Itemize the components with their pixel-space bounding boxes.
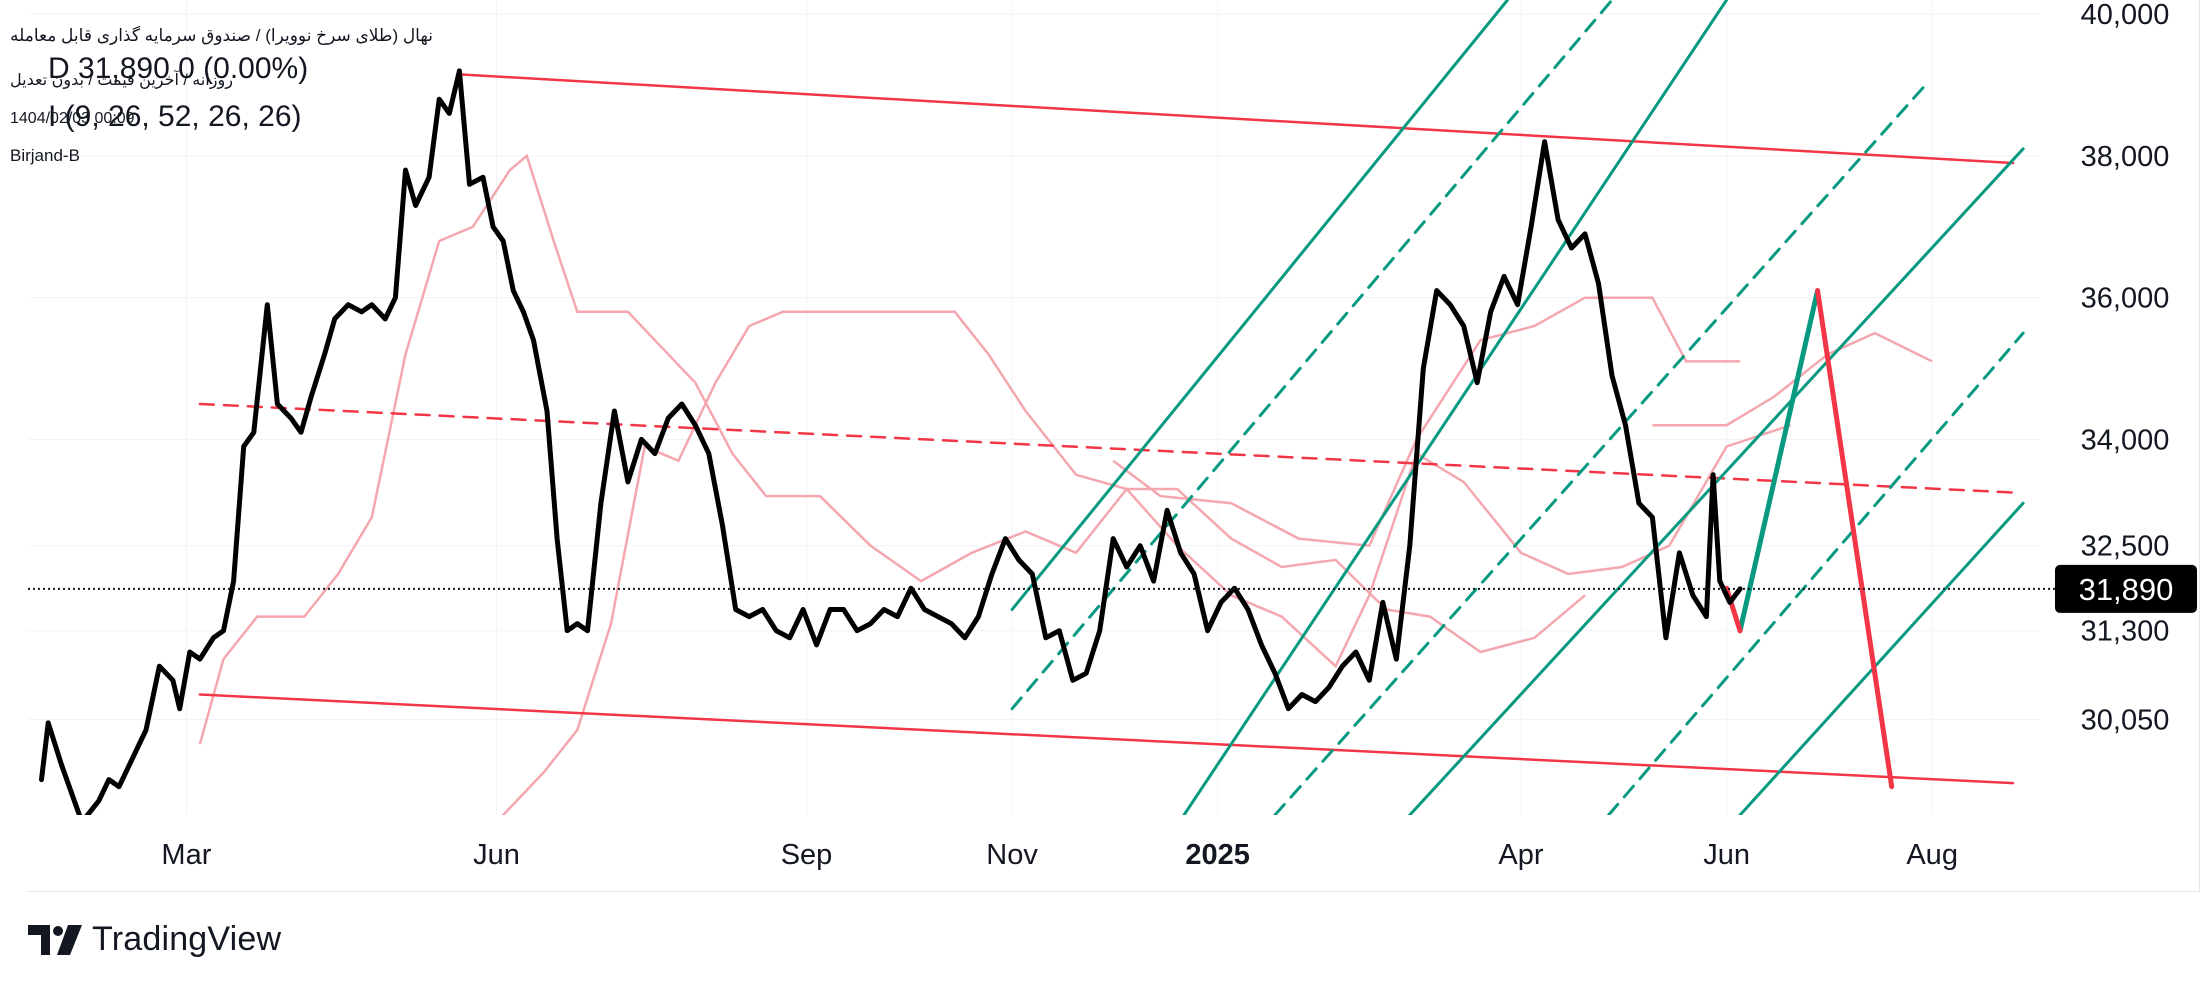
price-axis[interactable]: 40,000 38,000 36,000 34,000 32,500 31,300 30,0…	[2081, 0, 2170, 736]
y-tick-label: 34,000	[2081, 424, 2170, 456]
trendline-pitchfork-solid[interactable]	[1738, 501, 2025, 815]
author-label: Birjand-B	[10, 146, 80, 165]
indicator-label[interactable]: I (9, 26, 52, 26, 26)	[48, 100, 302, 133]
last-price-value: 31,890	[78, 52, 170, 85]
y-tick-label: 38,000	[2081, 141, 2170, 173]
y-tick-label: 31,300	[2081, 616, 2170, 648]
y-tick-label: 36,000	[2081, 283, 2170, 315]
tradingview-logo-text: TradingView	[92, 920, 282, 958]
trendline-projection-up[interactable]	[1737, 288, 1821, 634]
trendline-pitchfork-solid[interactable]	[1010, 0, 1510, 611]
ichimoku-line-3	[1112, 296, 1741, 548]
trendline-channel-solid[interactable]	[198, 693, 2015, 785]
x-tick-label: Jun	[1703, 839, 1750, 871]
price-change: 0 (0.00%)	[178, 52, 309, 85]
x-tick-label: Jun	[473, 839, 520, 871]
grid	[28, 0, 2040, 815]
y-tick-label: 32,500	[2081, 531, 2170, 563]
price-prefix: D	[48, 52, 70, 85]
x-tick-label: 2025	[1185, 839, 1250, 871]
trendline-channel-solid[interactable]	[458, 73, 2015, 165]
tradingview-logo[interactable]: TradingView	[28, 920, 281, 959]
trendline-pitchfork-solid[interactable]	[1408, 147, 2025, 815]
time-axis[interactable]: Mar Jun Sep Nov 2025 Apr Jun Aug	[161, 839, 1958, 871]
ichimoku-lines	[198, 153, 1933, 815]
ichimoku-line-1	[198, 153, 1586, 745]
trendlines[interactable]	[198, 0, 2025, 815]
datetime-label: 1404/02/03 00:09	[10, 110, 135, 127]
y-tick-label: 30,050	[2081, 704, 2170, 736]
price-chart[interactable]: 31,890 40,000 38,000 36,000 34,000 32,500 31,…	[0, 0, 2209, 892]
y-tick-label: 40,000	[2081, 0, 2170, 31]
price-readout: D 31,890 0 (0.00%)	[48, 52, 308, 86]
symbol-title: نهال (طلای سرخ نوویرا) / صندوق سرمایه گذ…	[10, 26, 433, 45]
x-tick-label: Mar	[161, 839, 211, 871]
chart-frame	[28, 0, 2200, 892]
interval-label: روزانه / آخرین قیمت / بدون تعدیل	[10, 72, 233, 89]
trendline-pitchfork-solid[interactable]	[1182, 0, 1729, 815]
trendline-pitchfork-dashed[interactable]	[1607, 331, 2025, 815]
trendline-pitchfork-dashed[interactable]	[1010, 0, 1614, 711]
x-tick-label: Nov	[986, 839, 1038, 871]
last-price-badge	[2055, 564, 2197, 613]
x-tick-label: Apr	[1498, 839, 1543, 871]
x-tick-label: Sep	[781, 839, 833, 871]
tradingview-logo-icon	[28, 924, 82, 955]
price-series-line	[39, 68, 1743, 815]
ichimoku-line-2	[501, 310, 1791, 815]
trendline-pitchfork-dashed[interactable]	[1273, 83, 1927, 815]
trendline-projection-down[interactable]	[1815, 288, 1895, 790]
last-price-line: 31,890	[28, 564, 2197, 613]
price-series	[39, 68, 1743, 815]
x-tick-label: Aug	[1906, 839, 1958, 871]
last-price-badge-label: 31,890	[2079, 572, 2174, 607]
